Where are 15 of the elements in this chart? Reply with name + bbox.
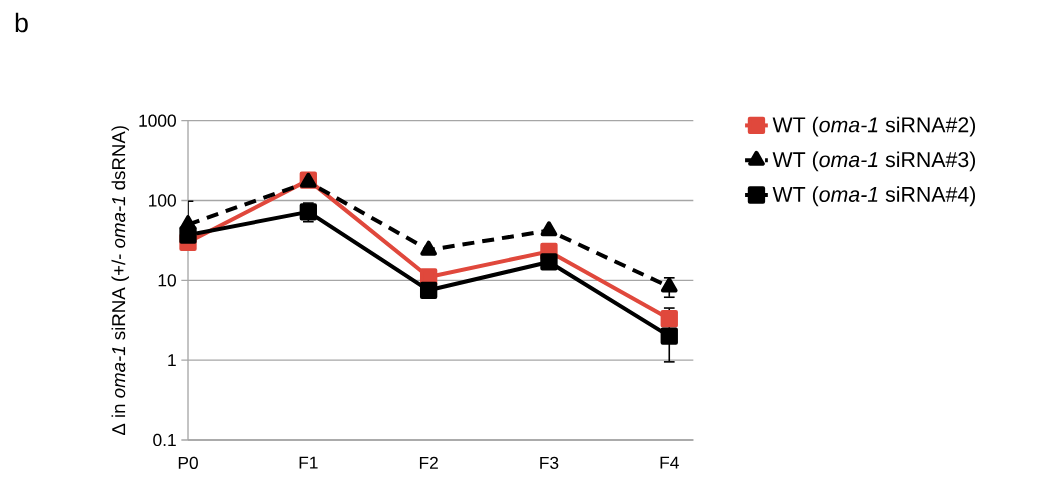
x-tick-label: F4 <box>660 456 679 469</box>
y-tick-label: 0.1 <box>153 433 176 447</box>
x-tick-label: F1 <box>299 456 318 469</box>
y-axis-title: Δ in oma-1 siRNA (+/- oma-1 dsRNA) <box>111 126 129 436</box>
x-tick-label: F3 <box>540 456 559 469</box>
legend-label: WT (oma-1 siRNA#4) <box>772 186 976 207</box>
legend-label: WT (oma-1 siRNA#2) <box>772 116 976 137</box>
y-tick-label: 100 <box>149 194 176 207</box>
y-tick-label: 10 <box>158 274 176 287</box>
legend-label: WT (oma-1 siRNA#3) <box>772 151 976 172</box>
x-tick-label: F2 <box>419 456 438 469</box>
y-tick-label: 1000 <box>139 114 176 127</box>
x-tick-label: P0 <box>178 456 198 469</box>
y-tick-label: 1 <box>168 354 176 367</box>
text: b <box>15 12 28 33</box>
